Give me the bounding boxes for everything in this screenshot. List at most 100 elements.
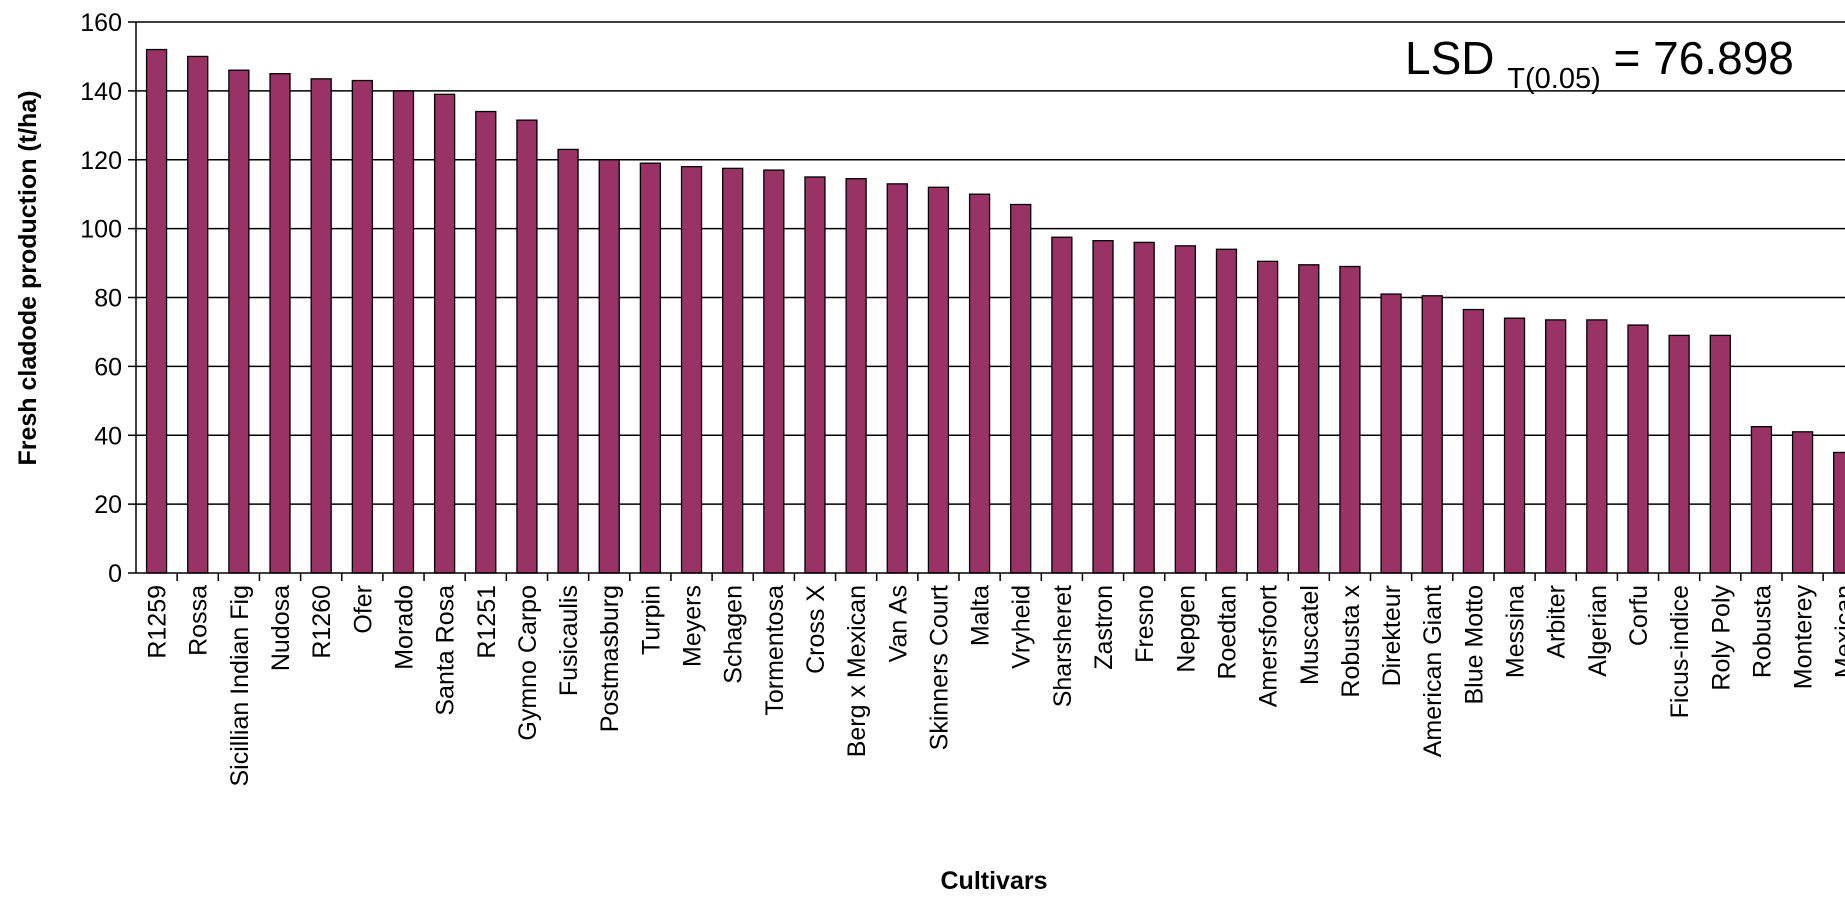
category-label: Turpin xyxy=(637,585,665,655)
category-label: Messina xyxy=(1502,585,1530,678)
bar xyxy=(1751,427,1771,573)
y-axis-title: Fresh cladode production (t/ha) xyxy=(14,90,42,465)
bar xyxy=(1011,205,1031,573)
bar xyxy=(147,50,167,573)
y-tick-label: 0 xyxy=(108,560,122,588)
category-label: Fresno xyxy=(1131,585,1159,663)
bar xyxy=(517,120,537,573)
category-label: Cross X xyxy=(802,585,830,674)
category-label: Malta xyxy=(967,585,995,646)
bar xyxy=(476,112,496,573)
bar xyxy=(1463,310,1483,573)
bar xyxy=(1299,265,1319,573)
category-label: Blue Motto xyxy=(1460,585,1488,705)
bar xyxy=(682,167,702,573)
category-label: Nudosa xyxy=(267,585,295,671)
category-label: Arbiter xyxy=(1543,585,1571,659)
category-label: Schagen xyxy=(720,585,748,684)
bar xyxy=(928,187,948,573)
category-label: Mexican xyxy=(1831,585,1845,678)
category-label: Rossa xyxy=(185,585,213,656)
lsd-prefix: LSD xyxy=(1405,32,1507,84)
bar xyxy=(1258,261,1278,573)
bar xyxy=(188,56,208,573)
bar xyxy=(1505,318,1525,573)
bar xyxy=(1669,335,1689,573)
category-label: Amersfoort xyxy=(1255,585,1283,707)
bar xyxy=(1546,320,1566,573)
category-label: Ficus-indice xyxy=(1666,585,1694,718)
lsd-subscript: T(0.05) xyxy=(1507,63,1600,95)
bar xyxy=(1834,452,1845,573)
lsd-annotation: LSD T(0.05) = 76.898 xyxy=(1405,32,1794,95)
category-label: Van As xyxy=(884,585,912,662)
category-label: Robusta x xyxy=(1337,585,1365,698)
bar xyxy=(1793,432,1813,573)
y-tick-label: 40 xyxy=(94,422,122,450)
bar xyxy=(352,81,372,573)
bars xyxy=(147,50,1845,573)
bar xyxy=(558,149,578,573)
category-label: Fusicaulis xyxy=(555,585,583,696)
category-label: Ofer xyxy=(349,585,377,634)
bar xyxy=(435,94,455,573)
y-tick-label: 60 xyxy=(94,353,122,381)
bar xyxy=(1628,325,1648,573)
y-tick-labels: 020406080100120140160 xyxy=(80,9,122,588)
category-label: Meyers xyxy=(679,585,707,667)
category-label: Muscatel xyxy=(1296,585,1324,685)
bar xyxy=(1093,241,1113,573)
y-tick-label: 120 xyxy=(80,147,122,175)
category-label: Corfu xyxy=(1625,585,1653,646)
y-tick-label: 80 xyxy=(94,285,122,313)
bar xyxy=(270,74,290,573)
bar xyxy=(1216,249,1236,573)
bar xyxy=(1340,267,1360,573)
bar xyxy=(1710,335,1730,573)
category-label: R1260 xyxy=(308,585,336,659)
category-label: Gymno Carpo xyxy=(514,585,542,741)
category-label: Vryheid xyxy=(1008,585,1036,669)
bar xyxy=(599,160,619,573)
category-label: Roedtan xyxy=(1213,585,1241,680)
bar xyxy=(311,79,331,573)
bar xyxy=(1175,246,1195,573)
bar xyxy=(1587,320,1607,573)
category-label: Nepgen xyxy=(1172,585,1200,673)
category-label: Sicillian Indian Fig xyxy=(226,585,254,787)
lsd-suffix: = 76.898 xyxy=(1601,32,1794,84)
bar xyxy=(640,163,660,573)
bar xyxy=(970,194,990,573)
y-tick-label: 140 xyxy=(80,78,122,106)
bar xyxy=(393,91,413,573)
bar xyxy=(1422,296,1442,573)
bar xyxy=(229,70,249,573)
category-label: American Giant xyxy=(1419,585,1447,757)
bar xyxy=(1052,237,1072,573)
category-label: Zastron xyxy=(1090,585,1118,670)
category-label: Postmasburg xyxy=(596,585,624,732)
category-label: Monterey xyxy=(1790,585,1818,690)
bar xyxy=(805,177,825,573)
bar xyxy=(846,179,866,573)
bar xyxy=(887,184,907,573)
category-label: Santa Rosa xyxy=(432,585,460,716)
bar xyxy=(764,170,784,573)
category-labels: R1259 Rossa Sicillian Indian Fig Nudosa R126… xyxy=(144,585,1845,787)
bar xyxy=(1134,242,1154,573)
category-label: R1251 xyxy=(473,585,501,659)
category-label: Direkteur xyxy=(1378,585,1406,686)
category-label: Tormentosa xyxy=(761,585,789,716)
bar xyxy=(1381,294,1401,573)
category-label: R1259 xyxy=(144,585,172,659)
category-label: Roly Poly xyxy=(1707,585,1735,691)
category-label: Berg x Mexican xyxy=(843,585,871,757)
category-label: Morado xyxy=(390,585,418,670)
bar xyxy=(723,168,743,573)
category-label: Robusta xyxy=(1748,585,1776,678)
category-label: Sharsheret xyxy=(1049,585,1077,707)
category-label: Algerian xyxy=(1584,585,1612,677)
y-tick-label: 160 xyxy=(80,9,122,37)
